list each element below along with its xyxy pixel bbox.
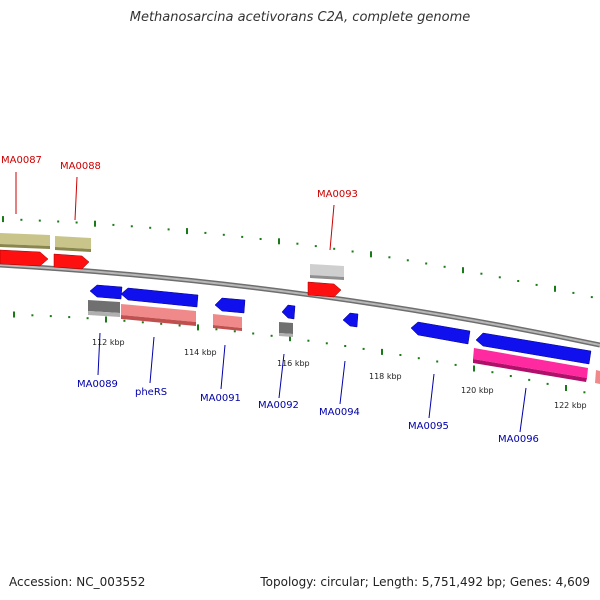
- reverse-annotation-track: [88, 300, 600, 384]
- accession-text: Accession: NC_003552: [9, 575, 146, 589]
- upper-tick-row: [2, 216, 593, 299]
- leader-line: [428, 373, 435, 419]
- annotation-box[interactable]: [88, 311, 120, 317]
- gene-label[interactable]: pheRS: [135, 387, 167, 398]
- annotation-box[interactable]: [55, 247, 91, 252]
- gene-arrow[interactable]: [89, 284, 123, 300]
- scale-label: 118 kbp: [369, 372, 402, 381]
- gene-labels: MA0087 MA0088 MA0093 MA0089 pheRS MA0091…: [1, 155, 539, 445]
- gene-arrow[interactable]: [120, 287, 199, 308]
- scale-label: 120 kbp: [461, 386, 494, 395]
- annotation-box[interactable]: [121, 315, 196, 326]
- lower-tick-row: [13, 311, 586, 394]
- annotation-box[interactable]: [88, 300, 120, 313]
- leader-line: [97, 332, 101, 376]
- gene-arrow[interactable]: [475, 332, 592, 365]
- leader-line: [220, 344, 226, 390]
- gene-label[interactable]: MA0092: [258, 400, 299, 411]
- leader-line: [149, 336, 155, 384]
- gene-arrow[interactable]: [410, 321, 471, 345]
- forward-gene-track: [0, 249, 342, 298]
- gene-label[interactable]: MA0088: [60, 161, 101, 172]
- annotation-box[interactable]: [213, 314, 242, 328]
- annotation-box[interactable]: [213, 325, 242, 331]
- scale-label: 112 kbp: [92, 338, 125, 347]
- gene-label[interactable]: MA0095: [408, 421, 449, 432]
- gene-arrow[interactable]: [281, 304, 296, 320]
- leader-line: [329, 204, 335, 251]
- gene-label[interactable]: MA0089: [77, 379, 118, 390]
- annotation-box[interactable]: [310, 264, 344, 277]
- annotation-box[interactable]: [473, 348, 588, 378]
- leader-line: [74, 176, 78, 221]
- gene-arrow[interactable]: [0, 249, 49, 267]
- leader-line: [278, 353, 285, 399]
- leader-line: [339, 360, 346, 405]
- annotation-box[interactable]: [121, 304, 196, 322]
- scale-label: 116 kbp: [277, 359, 310, 368]
- annotation-box[interactable]: [310, 275, 344, 280]
- gene-label[interactable]: MA0094: [319, 407, 360, 418]
- annotation-box[interactable]: [0, 233, 50, 246]
- scale-labels: 112 kbp 114 kbp 116 kbp 118 kbp 120 kbp …: [92, 338, 587, 410]
- genome-summary-text: Topology: circular; Length: 5,751,492 bp…: [260, 575, 590, 589]
- gene-arrow[interactable]: [307, 281, 342, 298]
- annotation-box[interactable]: [0, 244, 50, 249]
- reverse-gene-track: [89, 284, 592, 365]
- annotation-box[interactable]: [473, 359, 587, 382]
- scale-label: 122 kbp: [554, 401, 587, 410]
- label-leaders: [15, 172, 527, 433]
- gene-label[interactable]: MA0087: [1, 155, 42, 166]
- annotation-box[interactable]: [595, 370, 600, 384]
- gene-label[interactable]: MA0093: [317, 189, 358, 200]
- forward-annotation-track: [0, 233, 344, 280]
- annotation-box[interactable]: [55, 236, 91, 249]
- genome-backbone-core: [0, 264, 600, 346]
- gene-label[interactable]: MA0096: [498, 434, 539, 445]
- scale-label: 114 kbp: [184, 348, 217, 357]
- leader-line: [519, 387, 527, 433]
- gene-arrow[interactable]: [214, 297, 246, 314]
- annotation-box[interactable]: [279, 333, 293, 337]
- gene-arrow[interactable]: [342, 312, 359, 328]
- gene-arrow[interactable]: [53, 253, 90, 270]
- annotation-box[interactable]: [279, 322, 293, 334]
- genome-title: Methanosarcina acetivorans C2A, complete…: [129, 10, 471, 25]
- gene-label[interactable]: MA0091: [200, 393, 241, 404]
